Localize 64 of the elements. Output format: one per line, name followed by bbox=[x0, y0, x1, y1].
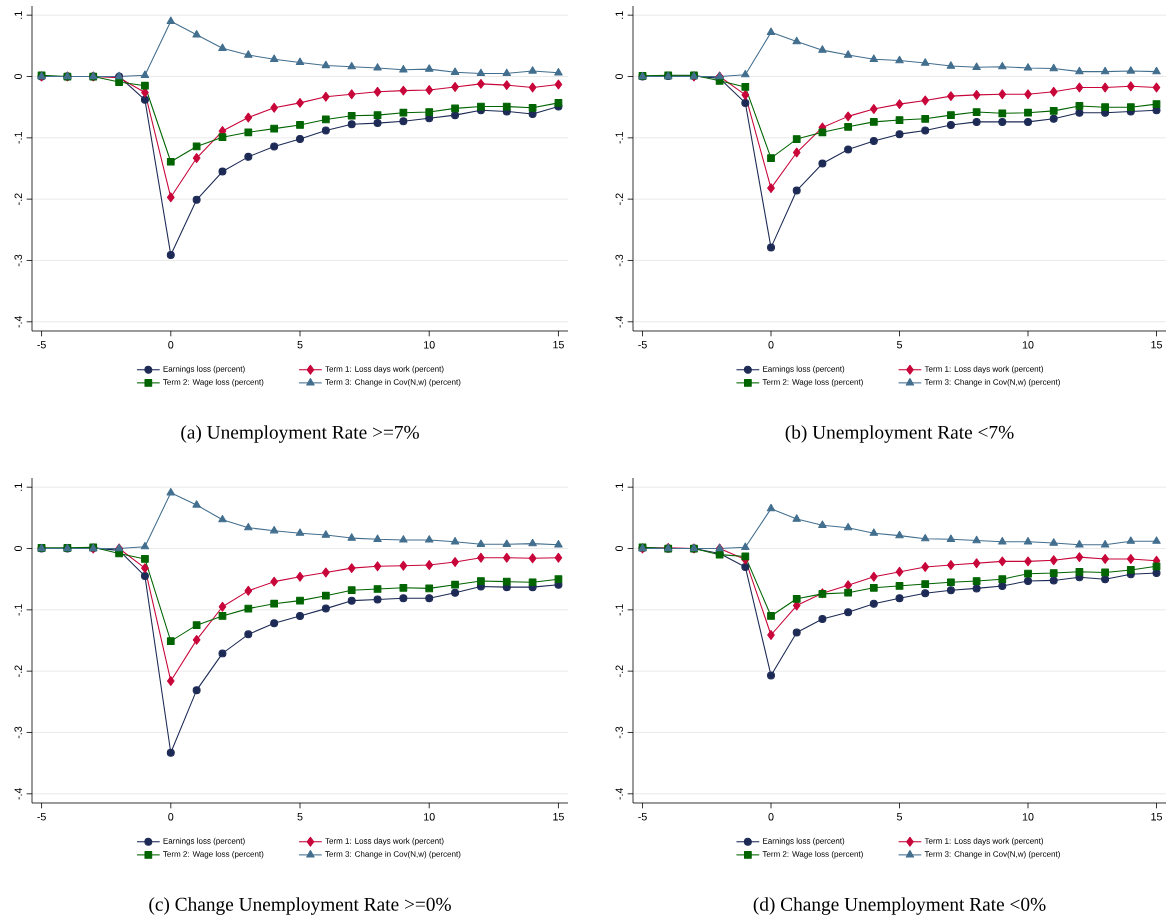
legend-label: Term 1: Loss days work (percent) bbox=[924, 837, 1044, 846]
legend-label: Term 2: Wage loss (percent) bbox=[762, 378, 863, 387]
y-tick-label: -.2 bbox=[14, 193, 22, 205]
x-tick-label: 5 bbox=[297, 341, 303, 349]
legend-label: Term 2: Wage loss (percent) bbox=[762, 850, 863, 859]
x-tick-label: 10 bbox=[1022, 341, 1034, 349]
legend-label: Term 3: Change in Cov(N,w) (percent) bbox=[924, 378, 1060, 387]
y-tick-label: -.2 bbox=[14, 665, 22, 677]
text: (a) Unemployment Rate >=7% bbox=[181, 425, 419, 443]
legend-label: Earnings loss (percent) bbox=[763, 365, 845, 374]
x-tick-label: 10 bbox=[424, 341, 435, 349]
x-tick-label: 10 bbox=[424, 813, 435, 821]
y-tick-label: -.4 bbox=[615, 787, 623, 800]
x-tick-label: 0 bbox=[768, 813, 774, 821]
x-tick-label: 0 bbox=[768, 341, 774, 349]
y-tick-label: -.4 bbox=[615, 315, 623, 328]
y-tick-label: -.1 bbox=[14, 604, 22, 616]
x-tick-label: -5 bbox=[37, 813, 46, 821]
text: (c) Change Unemployment Rate >=0% bbox=[149, 897, 451, 915]
x-tick-label: -5 bbox=[638, 341, 647, 349]
y-tick-label: .1 bbox=[615, 483, 623, 491]
y-tick-label: .1 bbox=[14, 483, 22, 491]
legend-label: Term 1: Loss days work (percent) bbox=[325, 365, 444, 374]
legend-label: Term 1: Loss days work (percent) bbox=[924, 365, 1044, 374]
x-tick-label: 5 bbox=[896, 341, 903, 349]
x-tick-label: 15 bbox=[1151, 813, 1162, 821]
y-tick-label: -.3 bbox=[615, 726, 623, 739]
x-tick-label: 0 bbox=[168, 813, 174, 821]
y-tick-label: -.2 bbox=[615, 665, 623, 677]
y-tick-label: -.4 bbox=[14, 315, 22, 328]
y-tick-label: -.3 bbox=[14, 254, 22, 267]
y-tick-label: 0 bbox=[14, 545, 22, 552]
y-tick-label: -.1 bbox=[615, 132, 623, 144]
y-tick-label: 0 bbox=[14, 73, 22, 80]
y-tick-label: -.1 bbox=[615, 604, 623, 616]
text: (d) Change Unemployment Rate <0% bbox=[753, 897, 1046, 915]
legend-label: Term 1: Loss days work (percent) bbox=[325, 837, 444, 846]
y-tick-label: .1 bbox=[14, 11, 22, 19]
x-tick-label: 5 bbox=[896, 813, 903, 821]
x-tick-label: 15 bbox=[553, 813, 564, 821]
legend-label: Term 2: Wage loss (percent) bbox=[163, 850, 264, 859]
legend-label: Term 3: Change in Cov(N,w) (percent) bbox=[325, 378, 461, 387]
x-tick-label: -5 bbox=[638, 813, 647, 821]
legend-label: Earnings loss (percent) bbox=[763, 837, 845, 846]
y-tick-label: 0 bbox=[615, 73, 623, 80]
x-tick-label: 10 bbox=[1022, 813, 1034, 821]
legend-label: Earnings loss (percent) bbox=[163, 837, 245, 846]
text: (b) Unemployment Rate <7% bbox=[785, 425, 1014, 443]
y-tick-label: .1 bbox=[615, 11, 623, 19]
y-tick-label: -.1 bbox=[14, 132, 22, 144]
x-tick-label: 15 bbox=[553, 341, 564, 349]
x-tick-label: 5 bbox=[297, 813, 303, 821]
x-tick-label: 15 bbox=[1151, 341, 1162, 349]
legend-label: Term 2: Wage loss (percent) bbox=[163, 378, 264, 387]
legend-label: Earnings loss (percent) bbox=[163, 365, 245, 374]
x-tick-label: -5 bbox=[37, 341, 46, 349]
legend-label: Term 3: Change in Cov(N,w) (percent) bbox=[325, 850, 461, 859]
y-tick-label: 0 bbox=[615, 545, 623, 552]
x-tick-label: 0 bbox=[168, 341, 174, 349]
y-tick-label: -.3 bbox=[14, 726, 22, 739]
y-tick-label: -.4 bbox=[14, 787, 22, 800]
y-tick-label: -.3 bbox=[615, 254, 623, 267]
legend-label: Term 3: Change in Cov(N,w) (percent) bbox=[924, 850, 1060, 859]
y-tick-label: -.2 bbox=[615, 193, 623, 205]
